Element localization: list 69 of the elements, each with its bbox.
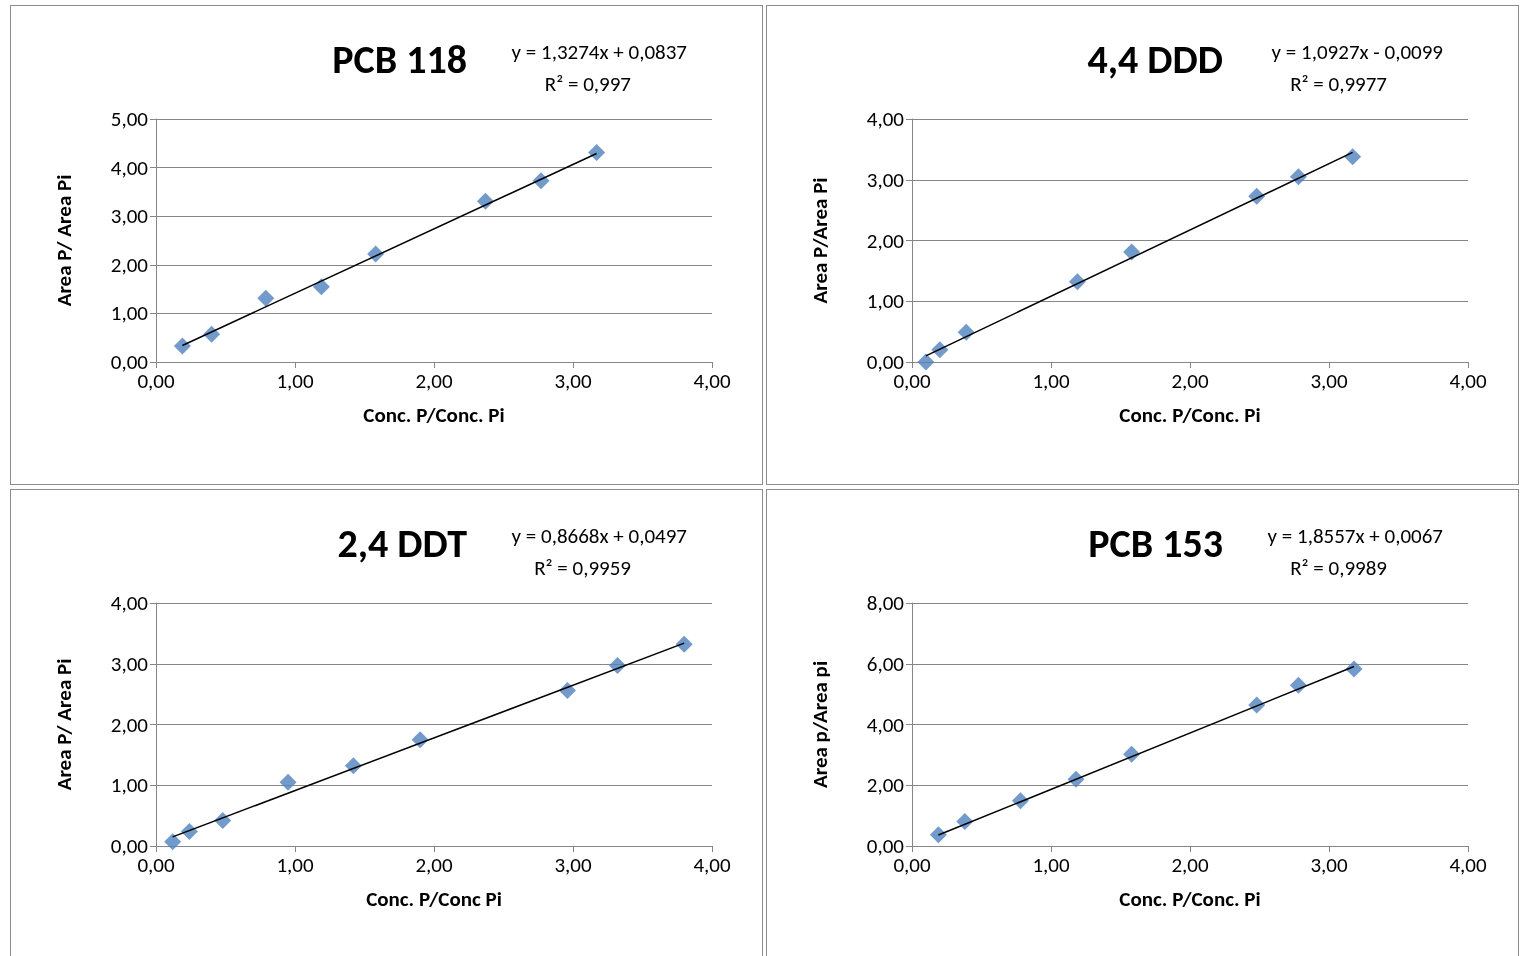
x-tick-label: 2,00 [1171, 851, 1209, 878]
y-tick-label: 0,00 [110, 833, 149, 859]
x-axis-title: Conc. P/Conc Pi [366, 885, 502, 912]
y-axis-title: Area P/ Area Pi [50, 658, 77, 791]
y-tick-label: 6,00 [866, 650, 905, 677]
y-tick-label: 1,00 [866, 288, 905, 315]
y-tick-label: 4,00 [866, 711, 905, 738]
y-tick-label: 1,00 [110, 300, 149, 327]
y-tick-label: 4,00 [110, 590, 149, 616]
x-tick-label: 3,00 [1310, 851, 1348, 878]
point [173, 337, 191, 355]
y-tick-label: 3,00 [110, 203, 149, 230]
y-tick-label: 4,00 [866, 106, 905, 132]
point [1344, 148, 1362, 166]
x-tick-label: 1,00 [276, 851, 314, 878]
point [257, 289, 275, 307]
x-axis-title: Conc. P/Conc. Pi [1119, 401, 1261, 428]
point [279, 773, 297, 791]
chart-title: 2,4 DDT [337, 518, 468, 568]
text: y = 1,0927x - 0,0099 [1271, 38, 1444, 65]
chart-title: PCB 118 [332, 34, 467, 84]
y-tick-label: 2,00 [110, 251, 149, 278]
x-tick-label: 1,00 [1032, 851, 1070, 878]
point [675, 635, 693, 653]
y-tick-label: 0,00 [866, 349, 905, 375]
x-axis-title: Conc. P/Conc. Pi [363, 401, 505, 428]
x-tick-label: 1,00 [1032, 367, 1070, 394]
y-axis-title: Area P/Area Pi [806, 177, 833, 304]
point [312, 278, 330, 296]
y-tick-label: 2,00 [866, 772, 905, 799]
x-tick-label: 3,00 [1310, 367, 1348, 394]
y-tick-label: 5,00 [110, 106, 149, 132]
x-tick-label: 2,00 [415, 367, 453, 394]
y-tick-label: 2,00 [866, 227, 905, 254]
y-tick-label: 8,00 [866, 590, 905, 616]
x-tick-label: 4,00 [693, 851, 731, 878]
y-tick-label: 4,00 [110, 154, 149, 181]
point [1123, 243, 1141, 261]
x-tick-label: 2,00 [1171, 367, 1209, 394]
point [164, 833, 182, 851]
x-tick-label: 1,00 [276, 367, 314, 394]
chart-title: 4,4 DDD [1087, 34, 1223, 84]
chart-title: PCB 153 [1088, 518, 1223, 568]
x-tick-label: 2,00 [415, 851, 453, 878]
point [917, 353, 935, 371]
y-axis-title: Area p/Area pi [806, 660, 833, 789]
x-tick-label: 4,00 [1449, 851, 1487, 878]
y-tick-label: 3,00 [110, 650, 149, 677]
point [588, 144, 606, 162]
y-axis-title: Area P/ Area Pi [50, 174, 77, 307]
text: y = 0,8668x + 0,0497 [511, 522, 688, 549]
point [1345, 660, 1363, 678]
y-tick-label: 1,00 [110, 772, 149, 799]
x-tick-label: 4,00 [1449, 367, 1487, 394]
y-tick-label: 0,00 [866, 833, 905, 859]
text: R² = 0,9989 [1290, 554, 1388, 581]
text: R² = 0,9977 [1290, 70, 1388, 97]
text: y = 1,3274x + 0,0837 [511, 38, 688, 65]
y-tick-label: 0,00 [110, 349, 149, 375]
x-tick-label: 3,00 [554, 851, 592, 878]
text: R² = 0,997 [544, 70, 632, 97]
y-tick-label: 2,00 [110, 711, 149, 738]
x-axis-title: Conc. P/Conc. Pi [1119, 885, 1261, 912]
x-tick-label: 4,00 [693, 367, 731, 394]
point [929, 826, 947, 844]
text: R² = 0,9959 [534, 554, 632, 581]
x-tick-label: 3,00 [554, 367, 592, 394]
y-tick-label: 3,00 [866, 166, 905, 193]
text: y = 1,8557x + 0,0067 [1267, 522, 1444, 549]
